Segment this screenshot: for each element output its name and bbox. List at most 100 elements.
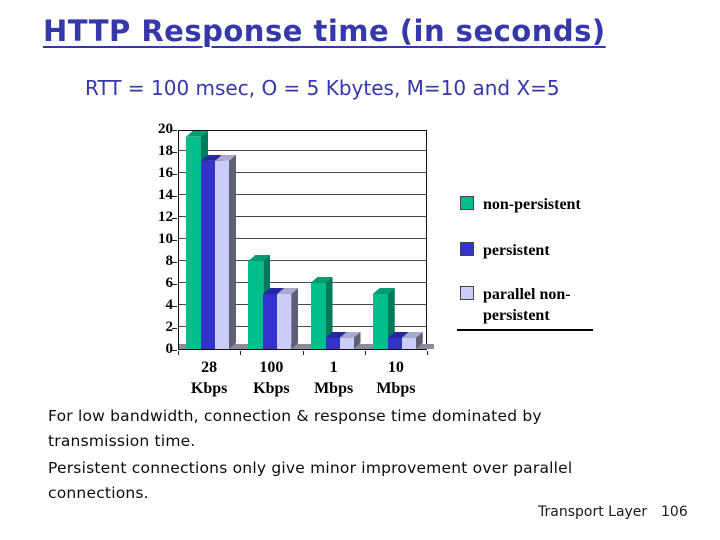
bar-front-face	[201, 160, 215, 349]
bar-front-face	[263, 294, 278, 349]
x-axis-tick-label: 28 Kbps	[190, 359, 228, 397]
gridline	[179, 238, 426, 239]
y-axis-tick-label: 6	[165, 275, 174, 291]
bar-non-persistent	[186, 137, 201, 349]
y-axis-tick	[172, 240, 177, 241]
y-axis-tick-label: 2	[165, 319, 174, 335]
y-axis-tick-label: 12	[158, 209, 173, 225]
gridline	[179, 304, 426, 305]
gridline	[179, 172, 426, 173]
y-axis-tick-label: 8	[165, 253, 174, 269]
legend-swatch-non-persistent	[460, 196, 474, 210]
bar-top-face	[373, 288, 395, 294]
bar-top-face	[311, 277, 333, 283]
bar-front-face	[325, 338, 340, 349]
gridline	[179, 260, 426, 261]
bar-top-face	[326, 332, 347, 338]
legend-label: persistent	[483, 242, 550, 259]
gridline	[179, 216, 426, 217]
bar-persistent	[325, 338, 340, 349]
y-axis-tick	[172, 130, 177, 131]
bar-non-persistent	[310, 283, 326, 349]
footer-section: Transport Layer	[538, 504, 648, 520]
bar-top-face	[388, 332, 409, 338]
y-axis-tick	[172, 350, 177, 351]
bar-front-face	[248, 261, 264, 349]
bar-non-persistent	[248, 261, 263, 349]
bar-front-face	[277, 294, 292, 349]
y-axis-tick	[172, 152, 177, 153]
note-low-bandwidth: For low bandwidth, connection & response…	[48, 407, 542, 450]
y-axis-tick-label: 4	[165, 297, 174, 313]
bar-front-face	[339, 338, 354, 349]
y-axis-tick	[172, 196, 177, 197]
footer-page-number: 106	[661, 504, 688, 520]
y-axis-tick	[172, 174, 177, 175]
x-axis-tick-label: 10 Mbps	[376, 359, 416, 397]
legend-swatch-parallel-non-persistent	[460, 286, 474, 300]
bar-side-face	[388, 288, 395, 349]
x-axis-tick	[178, 351, 179, 355]
plot-area	[178, 130, 434, 350]
x-axis-tick	[364, 351, 366, 355]
bar-front-face	[310, 283, 326, 349]
bar-top-face	[186, 131, 208, 137]
bar-top-face	[248, 255, 270, 261]
gridline	[179, 150, 426, 151]
y-axis-tick-label: 0	[165, 341, 174, 357]
x-axis-tick	[240, 351, 242, 355]
x-axis-tick	[302, 351, 304, 355]
legend-item-persistent: persistent	[460, 240, 550, 261]
bar-top-face	[215, 155, 236, 161]
legend-item-non-persistent: non-persistent	[460, 194, 581, 215]
bar-non-persistent	[372, 294, 388, 349]
bar-top-face	[277, 288, 298, 294]
bar-front-face	[215, 160, 229, 349]
bar-side-face	[229, 155, 236, 349]
y-axis-tick-label: 20	[158, 121, 173, 137]
slide-title: HTTP Response time (in seconds)	[43, 14, 606, 48]
bar-parallel-non--persistent	[401, 338, 416, 349]
bar-side-face	[416, 332, 423, 349]
bar-parallel-non--persistent	[215, 161, 229, 349]
x-axis-tick	[427, 351, 428, 355]
gridline	[179, 326, 426, 327]
bar-persistent	[387, 338, 402, 349]
bar-front-face	[186, 136, 201, 349]
y-axis-tick	[172, 284, 177, 285]
gridline	[179, 194, 426, 195]
x-axis-tick-label: 1 Mbps	[314, 359, 354, 397]
y-axis-tick-label: 10	[158, 231, 173, 247]
legend-swatch-persistent	[460, 242, 474, 256]
bar-front-face	[372, 294, 388, 349]
y-axis-tick-label: 16	[158, 165, 173, 181]
y-axis-tick	[172, 328, 177, 329]
x-axis-tick-label: 100 Kbps	[253, 359, 290, 397]
gridline	[179, 282, 426, 283]
y-axis-tick-label: 18	[158, 143, 173, 159]
y-axis-tick	[172, 218, 177, 219]
bar-top-face	[402, 332, 423, 338]
chart-floor	[179, 344, 434, 349]
bar-parallel-non--persistent	[277, 294, 291, 349]
legend-label: parallel non- persistent	[483, 286, 571, 324]
bar-front-face	[401, 338, 416, 349]
y-axis-tick	[172, 262, 177, 263]
y-axis-tick	[172, 306, 177, 307]
slide-subtitle: RTT = 100 msec, O = 5 Kbytes, M=10 and X…	[85, 76, 560, 100]
bar-top-face	[340, 332, 361, 338]
bar-side-face	[354, 332, 361, 349]
legend-label: non-persistent	[483, 196, 581, 213]
bar-front-face	[387, 338, 402, 349]
bar-persistent	[201, 161, 215, 349]
y-axis-tick-label: 14	[158, 187, 173, 203]
legend-underline	[457, 329, 593, 331]
note-persistent-connections: Persistent connections only give minor i…	[48, 459, 573, 502]
bar-side-face	[326, 277, 333, 349]
bar-parallel-non--persistent	[339, 338, 354, 349]
bar-top-face	[201, 155, 222, 161]
bar-side-face	[291, 288, 298, 349]
bar-top-face	[263, 288, 284, 294]
